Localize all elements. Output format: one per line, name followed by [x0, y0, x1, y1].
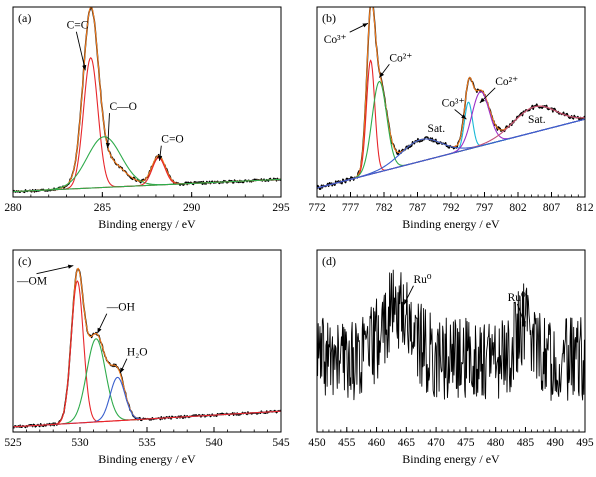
annotation-label: C—O — [109, 101, 136, 113]
x-tick-label: 460 — [368, 437, 386, 449]
x-tick-label: 797 — [476, 202, 494, 214]
annotation-label: C=O — [161, 134, 183, 146]
annotation-label: Co²⁺ — [495, 76, 518, 88]
series-component-3 — [13, 136, 281, 193]
annotation-label: —OH — [106, 302, 135, 314]
annotation-label: Co³⁺ — [324, 34, 347, 46]
arrow-head — [67, 264, 74, 269]
panel-label: (b) — [322, 11, 336, 25]
x-tick-label: 787 — [409, 202, 427, 214]
x-tick-label: 545 — [272, 437, 290, 449]
arrow-head — [97, 327, 102, 334]
series-background-5 — [13, 178, 281, 193]
panel-d: 450 455 460 465 470 475 480 485 490 495 Binding en… — [308, 249, 594, 466]
panel-b: 772 777 782 787 792 797 802 807 812 Binding energ… — [308, 6, 594, 231]
annotation-label: C=C — [67, 20, 89, 32]
x-axis-label: Binding energy / eV — [402, 217, 500, 231]
x-tick-label: 530 — [71, 437, 89, 449]
x-axis-label: Binding energy / eV — [402, 452, 500, 466]
annotation-label: Sat. — [428, 123, 446, 135]
x-axis-label: Binding energy / eV — [98, 452, 196, 466]
x-tick-label: 470 — [427, 437, 445, 449]
series-noisy-0 — [317, 269, 585, 401]
x-tick-label: 285 — [94, 202, 112, 214]
arrow-head — [521, 320, 526, 327]
annotation-label: H₂O — [127, 347, 148, 359]
x-tick-label: 290 — [183, 202, 201, 214]
x-tick-label: 802 — [509, 202, 527, 214]
annotation-arrow — [107, 113, 110, 149]
x-tick-label: 807 — [543, 202, 561, 214]
x-tick-label: 455 — [338, 437, 356, 449]
arrow-head — [379, 72, 385, 78]
series-component-4 — [13, 157, 281, 193]
x-tick-label: 535 — [138, 437, 156, 449]
x-tick-label: 777 — [342, 202, 360, 214]
series-background-5 — [13, 410, 281, 428]
series-raw-0 — [13, 7, 281, 194]
panel-a: 280 285 290 295 Binding energy / eV (a) C=C C—O… — [4, 6, 290, 231]
annotation-label: Ru⁰ — [413, 274, 431, 286]
arrow-head — [403, 299, 409, 305]
annotation-arrow — [36, 265, 74, 275]
annotation-label: Ru⁰ — [508, 292, 526, 304]
annotation-label: Sat. — [528, 114, 546, 126]
x-tick-label: 772 — [308, 202, 326, 214]
x-tick-label: 495 — [576, 437, 594, 449]
panel-label: (a) — [18, 11, 31, 25]
panel-label: (d) — [322, 254, 336, 268]
panel-c: 525 530 535 540 545 Binding energy / eV (c) —OM… — [4, 249, 290, 466]
x-tick-label: 280 — [4, 202, 22, 214]
x-axis-label: Binding energy / eV — [98, 217, 196, 231]
annotation-label: Co³⁺ — [442, 98, 465, 110]
x-tick-label: 485 — [517, 437, 535, 449]
x-tick-label: 540 — [205, 437, 223, 449]
x-tick-label: 812 — [576, 202, 594, 214]
arrow-head — [157, 155, 163, 161]
x-tick-label: 782 — [375, 202, 393, 214]
x-tick-label: 295 — [272, 202, 290, 214]
arrow-head — [105, 142, 111, 149]
plot-frame — [12, 249, 282, 433]
x-tick-label: 490 — [547, 437, 565, 449]
x-tick-label: 525 — [4, 437, 22, 449]
x-tick-label: 465 — [398, 437, 416, 449]
arrow-head — [461, 114, 467, 120]
series-envelope-1 — [13, 7, 281, 193]
annotation-label: Co²⁺ — [389, 52, 412, 64]
x-tick-label: 792 — [442, 202, 460, 214]
panel-label: (c) — [18, 254, 31, 268]
x-tick-label: 475 — [457, 437, 475, 449]
arrow-head — [479, 97, 485, 103]
plot-frame — [316, 249, 586, 433]
series-component-2 — [13, 57, 281, 193]
x-tick-label: 450 — [308, 437, 326, 449]
arrow-head — [120, 367, 125, 374]
x-tick-label: 480 — [487, 437, 505, 449]
annotation-arrow — [75, 31, 86, 71]
arrow-head — [82, 64, 87, 71]
plot-frame — [12, 6, 282, 198]
arrow-head — [362, 23, 368, 28]
annotation-label: —OM — [16, 276, 47, 288]
series-background-8 — [317, 118, 585, 189]
